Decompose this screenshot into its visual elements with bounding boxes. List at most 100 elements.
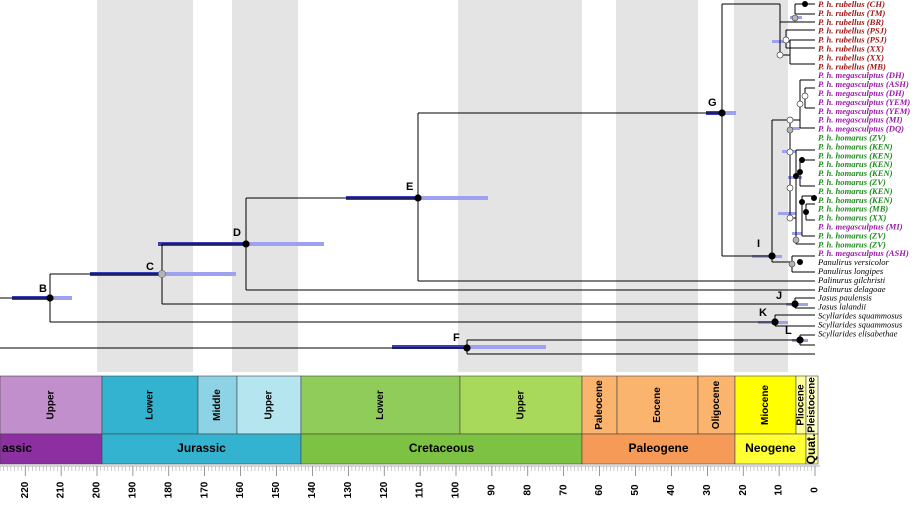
taxon-label: P. h. megasculptus (YEM) xyxy=(818,106,910,116)
epoch-label: Oligocene xyxy=(711,380,722,429)
taxon-labels: P. h. rubellus (CH)P. h. rubellus (TM)P.… xyxy=(817,0,910,338)
epoch-label: Pleistocene xyxy=(807,377,818,433)
epoch-label: Paleocene xyxy=(594,380,605,430)
taxon-label: Palinurus delagoae xyxy=(817,284,886,294)
axis-tick-label: 130 xyxy=(343,481,354,498)
taxon-label: P. h. rubellus (XX) xyxy=(818,44,884,54)
taxon-label: P. h. megasculptus (MI) xyxy=(818,222,903,232)
taxon-label: P. h. megasculptus (MI) xyxy=(818,115,903,125)
tree-nodes xyxy=(46,1,817,352)
axis-tick-label: 140 xyxy=(307,481,318,498)
period-label: assic xyxy=(2,441,32,455)
period-box xyxy=(0,433,103,465)
node-label-g: G xyxy=(708,97,717,109)
taxon-label: P. h. homarus (KEN) xyxy=(818,159,893,169)
axis-tick-label: 100 xyxy=(451,481,462,498)
epoch-label: Pliocene xyxy=(796,384,807,426)
taxon-label: P. h. homarus (MB) xyxy=(818,204,888,214)
node-label-j: J xyxy=(776,290,782,302)
axis-tick-label: 0 xyxy=(810,487,821,493)
taxon-label: P. h. homarus (ZV) xyxy=(818,239,886,249)
period-box xyxy=(581,433,736,465)
taxon-label: P. h. rubellus (PSJ) xyxy=(818,26,887,36)
taxon-label: P. h. homarus (XX) xyxy=(818,213,887,223)
node-label-b: B xyxy=(39,283,47,295)
node-label-k: K xyxy=(759,307,767,319)
node-label-l: L xyxy=(785,325,792,337)
taxon-label: Palinurus gilchristi xyxy=(817,275,886,285)
interval-bands xyxy=(97,0,788,372)
taxon-label: P. h. rubellus (CH) xyxy=(818,0,885,9)
node-label-e: E xyxy=(406,181,413,193)
axis-tick-label: 90 xyxy=(487,484,498,496)
taxon-label: Scyllarides squammosus xyxy=(818,311,903,321)
taxon-label: P. h. homarus (ZV) xyxy=(818,133,886,143)
taxon-label: P. h. homarus (KEN) xyxy=(818,168,893,178)
axis-tick-label: 120 xyxy=(379,481,390,498)
taxon-label: P. h. rubellus (BR) xyxy=(818,17,884,27)
node-label-f: F xyxy=(453,332,460,344)
axis-tick-label: 200 xyxy=(92,481,103,498)
period-box xyxy=(300,433,583,465)
epoch-label: Lower xyxy=(375,390,386,420)
period-label: Jurassic xyxy=(177,441,226,455)
axis-tick-label: 30 xyxy=(702,484,713,496)
axis-tick-label: 20 xyxy=(738,484,749,496)
axis-tick-label: 60 xyxy=(594,484,605,496)
axis-tick-label: 10 xyxy=(774,484,785,496)
taxon-label: P. h. megasculptus (ASH) xyxy=(818,248,909,258)
taxon-label: P. h. rubellus (MB) xyxy=(818,61,886,71)
period-label: Cretaceous xyxy=(409,441,475,455)
taxon-label: P. h. rubellus (PSJ) xyxy=(818,35,887,45)
axis-tick-label: 70 xyxy=(558,484,569,496)
taxon-label: Jasus paulensis xyxy=(818,293,872,303)
epoch-box xyxy=(0,375,103,435)
taxon-label: P. h. homarus (KEN) xyxy=(818,150,893,160)
epoch-row: Upper Lower Middle Upper Lower Upper Paleocene… xyxy=(0,375,819,435)
epoch-label: Lower xyxy=(145,390,156,420)
taxon-label: P. h. megasculptus (DQ) xyxy=(818,124,904,134)
time-axis: 2302202102001901801701601501401301201101… xyxy=(0,465,821,498)
axis-tick-label: 80 xyxy=(522,484,533,496)
taxon-label: P. h. homarus (KEN) xyxy=(818,195,893,205)
taxon-label: P. h. rubellus (XX) xyxy=(818,52,884,62)
axis-tick-label: 180 xyxy=(163,481,174,498)
node-labels: B C D E F G I J K L xyxy=(39,97,792,344)
taxon-label: P. h. megasculptus (YEM) xyxy=(818,97,910,107)
taxon-label: Scyllarides squammosus xyxy=(818,319,903,329)
taxon-label: P. h. rubellus (TM) xyxy=(818,8,886,18)
epoch-label: Eocene xyxy=(652,387,663,423)
epoch-label: Upper xyxy=(264,390,275,419)
taxon-label: Scyllarides elisabethae xyxy=(818,328,898,338)
axis-tick-label: 220 xyxy=(20,481,31,498)
epoch-label: Miocene xyxy=(760,385,771,425)
axis-tick-label: 170 xyxy=(199,481,210,498)
period-row: assic Jurassic Cretaceous Paleogene Neogene Q… xyxy=(0,433,819,465)
taxon-label: P. h. megasculptus (ASH) xyxy=(818,79,909,89)
period-label: Neogene xyxy=(745,441,796,455)
axis-tick-label: 210 xyxy=(56,481,67,498)
period-label: Quat. xyxy=(804,434,818,465)
period-box xyxy=(805,433,819,465)
axis-tick-label: 150 xyxy=(271,481,282,498)
taxon-label: Panulirus versicolor xyxy=(817,257,890,267)
taxon-label: P. h. homarus (KEN) xyxy=(818,186,893,196)
epoch-label: Upper xyxy=(516,390,527,419)
epoch-label: Middle xyxy=(212,389,223,421)
taxon-label: Panulirus longipes xyxy=(817,266,884,276)
axis-tick-label: 190 xyxy=(128,481,139,498)
taxon-label: Jasus lalandii xyxy=(818,302,867,312)
taxon-label: P. h. homarus (KEN) xyxy=(818,141,893,151)
period-box xyxy=(734,433,807,465)
axis-tick-label: 110 xyxy=(415,481,426,498)
node-label-d: D xyxy=(233,227,241,239)
node-label-c: C xyxy=(146,261,154,273)
period-label: Paleogene xyxy=(628,441,688,455)
node-label-i: I xyxy=(757,238,760,250)
axis-tick-label: 40 xyxy=(666,484,677,496)
taxon-label: P. h. megasculptus (DH) xyxy=(818,88,905,98)
axis-tick-label: 50 xyxy=(630,484,641,496)
taxon-label: P. h. homarus (ZV) xyxy=(818,230,886,240)
taxon-label: P. h. megasculptus (DH) xyxy=(818,70,905,80)
